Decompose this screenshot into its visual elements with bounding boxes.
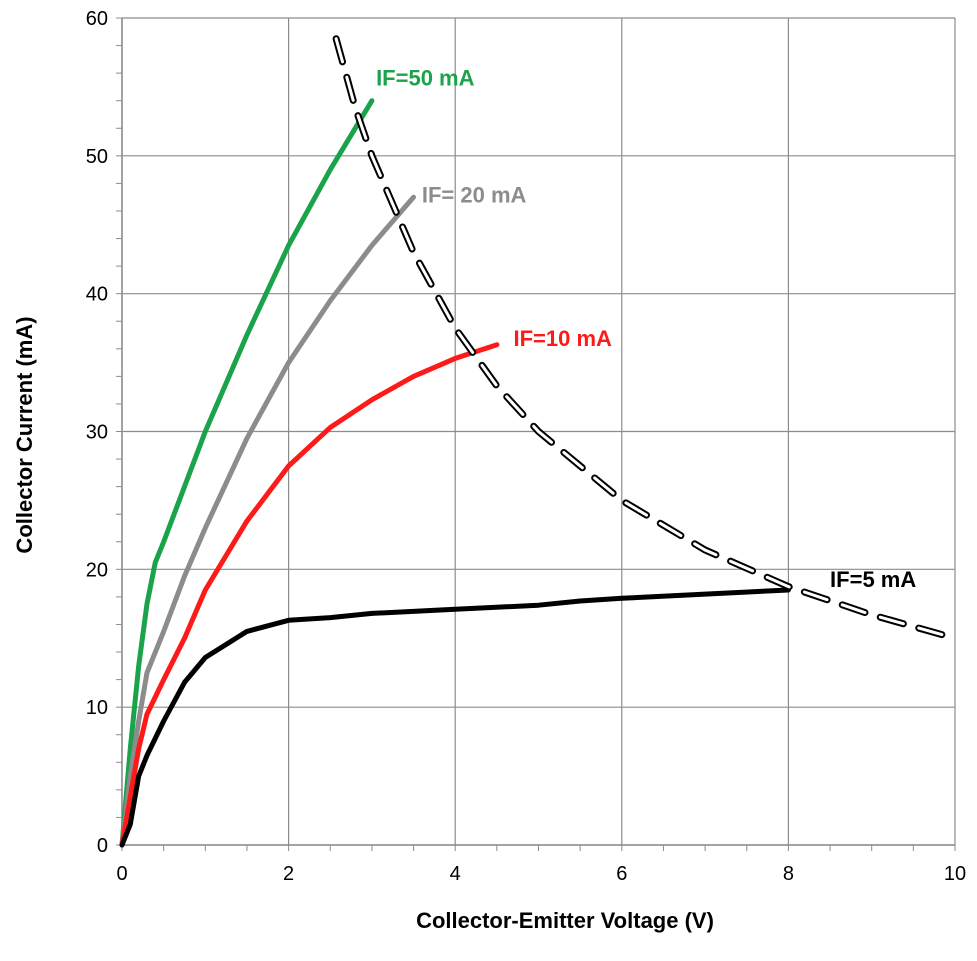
y-tick-labels: 0 10 20 30 40 50 60 — [86, 8, 108, 857]
axes — [121, 18, 955, 846]
grid — [121, 17, 956, 846]
series-line-3 — [119, 587, 791, 848]
y-tick-label: 0 — [97, 835, 108, 857]
series — [119, 35, 959, 848]
y-tick-label: 50 — [86, 146, 108, 168]
series-line-2 — [119, 342, 500, 848]
y-tick-label: 30 — [86, 422, 108, 444]
x-tick-label: 0 — [116, 863, 127, 885]
series-label: IF=5 mA — [830, 567, 916, 592]
series-label: IF=50 mA — [376, 65, 475, 90]
x-tick-label: 4 — [450, 863, 461, 885]
y-tick-label: 60 — [86, 8, 108, 30]
y-tick-label: 40 — [86, 284, 108, 306]
minor-ticks — [116, 17, 956, 851]
series-label: IF=10 mA — [514, 326, 613, 351]
series-line-1 — [119, 194, 416, 848]
series-line-0 — [119, 98, 375, 848]
x-tick-label: 6 — [616, 863, 627, 885]
x-tick-label: 8 — [783, 863, 794, 885]
series-line-dashed — [334, 37, 957, 640]
x-tick-label: 10 — [944, 863, 966, 885]
y-tick-label: 20 — [86, 559, 108, 581]
annotations: IF=50 mA IF= 20 mA IF=10 mA IF=5 mA — [376, 65, 916, 592]
series-line-dashed-outline — [332, 35, 959, 642]
y-axis-title: Collector Current (mA) — [12, 316, 37, 553]
series-label: IF= 20 mA — [422, 182, 527, 207]
x-tick-label: 2 — [283, 863, 294, 885]
x-tick-labels: 0 2 4 6 8 10 — [116, 863, 966, 885]
x-axis-title: Collector-Emitter Voltage (V) — [416, 908, 714, 933]
y-tick-label: 10 — [86, 697, 108, 719]
